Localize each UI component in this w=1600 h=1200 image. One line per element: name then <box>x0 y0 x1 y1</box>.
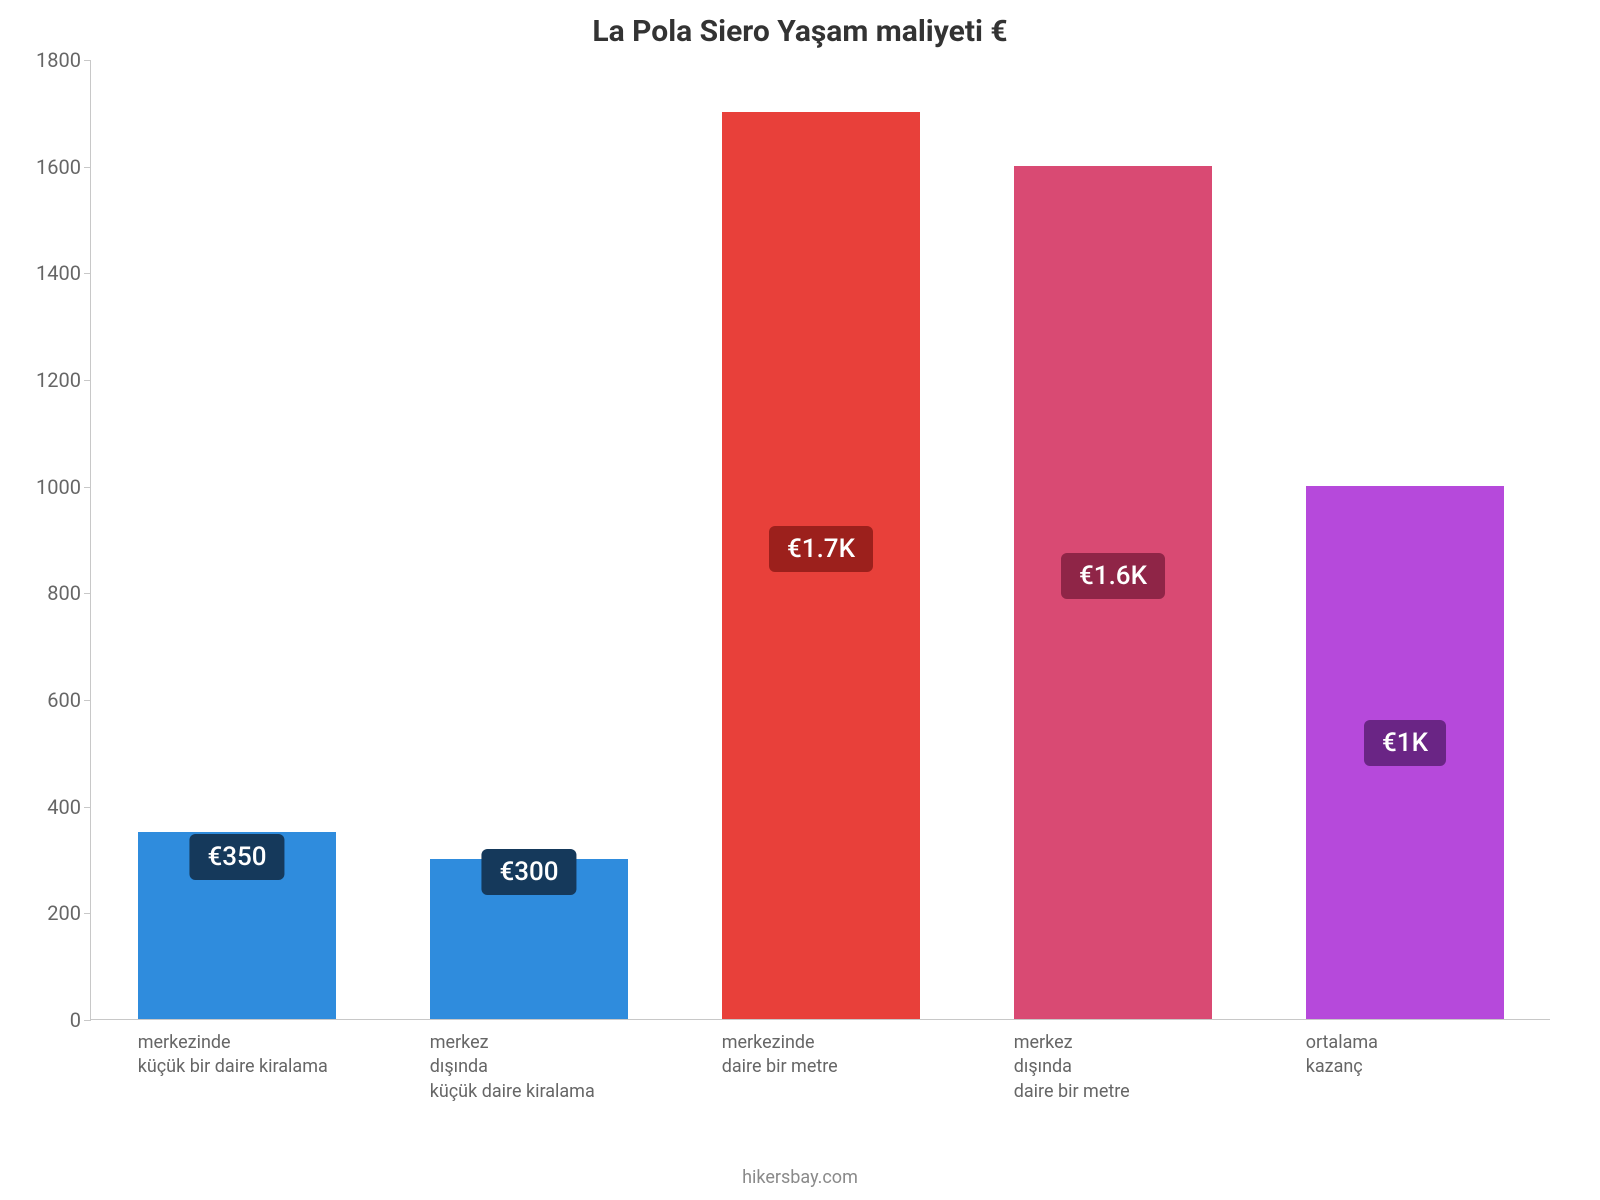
plot-area: €350€300€1.7K€1.6K€1K 020040060080010001… <box>90 60 1550 1020</box>
y-tick-label: 1200 <box>21 368 81 392</box>
bar-value-badge: €1.6K <box>1061 553 1165 599</box>
y-tick-label: 400 <box>21 795 81 819</box>
y-tick-label: 1000 <box>21 475 81 499</box>
x-tick-label: merkez dışında küçük daire kiralama <box>430 1031 689 1104</box>
y-tick-label: 1600 <box>21 155 81 179</box>
bar-value-badge: €300 <box>481 849 576 895</box>
bar-value-badge: €1.7K <box>769 526 873 572</box>
y-tick-mark <box>84 700 91 701</box>
y-tick-mark <box>84 487 91 488</box>
y-tick-mark <box>84 593 91 594</box>
x-tick-label: merkezinde daire bir metre <box>722 1031 981 1080</box>
x-tick-label: ortalama kazanç <box>1306 1031 1565 1080</box>
x-tick-label: merkez dışında daire bir metre <box>1014 1031 1273 1104</box>
y-tick-label: 600 <box>21 688 81 712</box>
y-tick-label: 0 <box>21 1008 81 1032</box>
cost-of-living-chart: La Pola Siero Yaşam maliyeti € €350€300€… <box>0 0 1600 1200</box>
y-tick-mark <box>84 1020 91 1021</box>
y-tick-label: 1400 <box>21 261 81 285</box>
y-tick-label: 1800 <box>21 48 81 72</box>
x-tick-label: merkezinde küçük bir daire kiralama <box>138 1031 397 1080</box>
y-tick-label: 200 <box>21 901 81 925</box>
y-tick-mark <box>84 60 91 61</box>
y-tick-label: 800 <box>21 581 81 605</box>
y-tick-mark <box>84 380 91 381</box>
y-tick-mark <box>84 807 91 808</box>
y-tick-mark <box>84 913 91 914</box>
y-tick-mark <box>84 167 91 168</box>
bars-container: €350 €300 €1.7K €1.6K €1K <box>91 60 1550 1019</box>
bar-value-badge: €1K <box>1364 720 1446 766</box>
y-tick-mark <box>84 273 91 274</box>
chart-title: La Pola Siero Yaşam maliyeti € <box>0 14 1600 49</box>
bar-value-badge: €350 <box>189 834 284 880</box>
chart-footer: hikersbay.com <box>0 1167 1600 1188</box>
